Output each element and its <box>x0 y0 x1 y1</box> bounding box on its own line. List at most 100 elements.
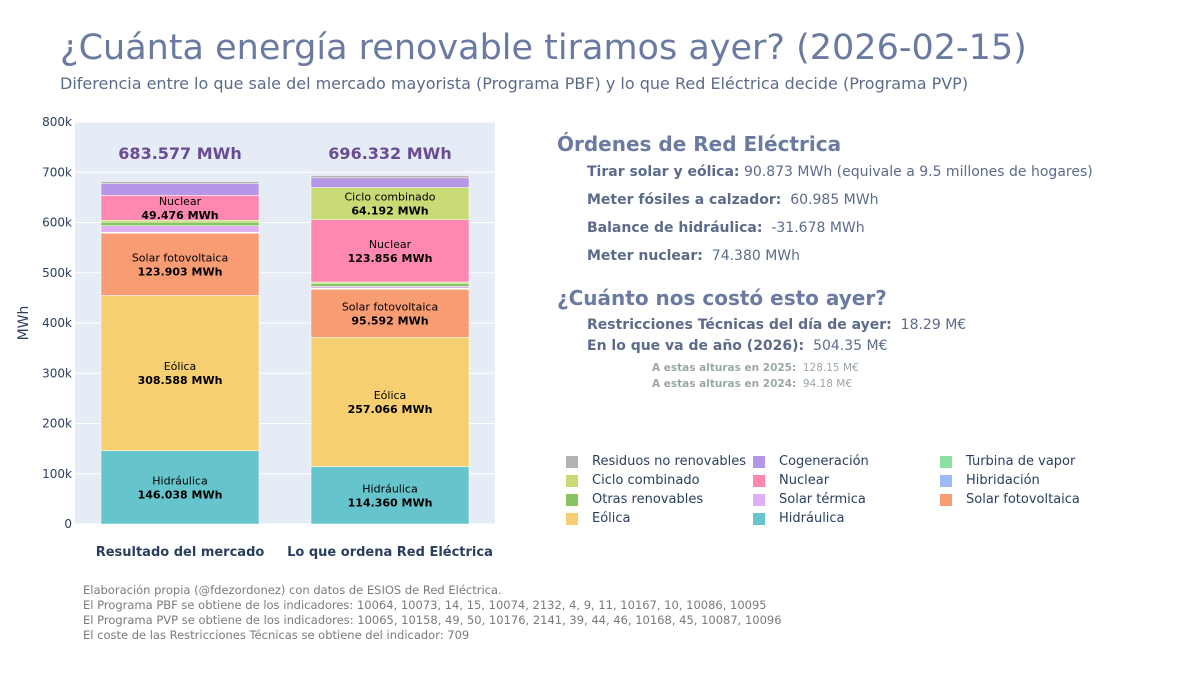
bar-total-label: 696.332 MWh <box>328 144 451 163</box>
segment-value-label: 95.592 MWh <box>351 314 428 327</box>
footer-line-source: Elaboración propia (@fdezordonez) con da… <box>83 583 502 597</box>
bar-segment <box>100 195 260 221</box>
legend-swatch <box>940 493 952 506</box>
legend-swatch <box>753 493 765 506</box>
legend-label: Hidráulica <box>779 511 845 526</box>
segment-name-label: Nuclear <box>159 195 202 208</box>
bar-segment <box>310 289 470 338</box>
legend-label: Solar fotovoltaica <box>966 492 1080 507</box>
cost-row-yesterday: Restricciones Técnicas del día de ayer: … <box>587 317 966 333</box>
bar-segment <box>100 295 260 451</box>
bar-segment <box>100 225 260 233</box>
segment-name-label: Hidráulica <box>362 482 417 495</box>
legend-label: Ciclo combinado <box>592 473 700 488</box>
legend-swatch <box>753 474 765 487</box>
segment-name-label: Solar fotovoltaica <box>342 300 438 313</box>
bar-segment <box>100 233 260 296</box>
bar-segment <box>310 219 470 283</box>
order-value: 74.380 MWh <box>711 248 801 264</box>
cost-value: 504.35 M€ <box>813 338 888 354</box>
legend-label: Cogeneración <box>779 454 869 469</box>
cost-label: Restricciones Técnicas del día de ayer: <box>587 317 892 333</box>
y-tick-label: 300k <box>42 366 72 380</box>
legend-swatch <box>753 455 765 468</box>
segment-value-label: 257.066 MWh <box>348 403 433 416</box>
chart-title: ¿Cuánta energía renovable tiramos ayer? … <box>60 28 1027 68</box>
segment-name-label: Solar fotovoltaica <box>132 251 228 264</box>
y-tick-label: 800k <box>42 115 72 129</box>
cost-row-year: En lo que va de año (2026): 504.35 M€ <box>587 338 888 354</box>
segment-value-label: 49.476 MWh <box>141 209 218 222</box>
legend-swatch <box>940 474 952 487</box>
segment-value-label: 123.903 MWh <box>138 265 223 278</box>
cost-value: 18.29 M€ <box>900 317 967 333</box>
y-tick-label: 700k <box>42 165 72 179</box>
bar-segment <box>310 187 470 220</box>
legend-item[interactable]: Residuos no renovables <box>566 454 746 469</box>
legend-item[interactable]: Ciclo combinado <box>566 473 700 488</box>
bar-segment <box>310 177 470 188</box>
cost-prev-label: A estas alturas en 2024: <box>652 378 797 390</box>
order-row-nuclear: Meter nuclear: 74.380 MWh <box>587 248 800 264</box>
legend-label: Hibridación <box>966 473 1040 488</box>
y-tick-label: 600k <box>42 216 72 230</box>
footer-line-pvp: El Programa PVP se obtiene de los indica… <box>83 613 782 627</box>
legend-label: Nuclear <box>779 473 830 488</box>
segment-value-label: 114.360 MWh <box>348 496 433 509</box>
legend-item[interactable]: Nuclear <box>753 473 829 488</box>
legend-swatch <box>753 512 765 525</box>
legend-item[interactable]: Hidráulica <box>753 511 845 526</box>
y-axis-label: MWh <box>16 306 32 341</box>
legend-swatch <box>566 474 578 487</box>
segment-value-label: 64.192 MWh <box>351 205 428 218</box>
legend-item[interactable]: Solar térmica <box>753 492 866 507</box>
legend-item[interactable]: Hibridación <box>940 473 1040 488</box>
segment-name-label: Nuclear <box>369 238 412 251</box>
y-tick-label: 100k <box>42 467 72 481</box>
legend-label: Residuos no renovables <box>592 454 747 469</box>
bar-segment <box>310 337 470 467</box>
cost-prev-label: A estas alturas en 2025: <box>652 362 797 374</box>
legend-swatch <box>566 455 578 468</box>
legend-item[interactable]: Otras renovables <box>566 492 703 507</box>
footer-line-pbf: El Programa PBF se obtiene de los indica… <box>83 598 767 612</box>
footer-line-cost: El coste de las Restricciones Técnicas s… <box>83 628 470 642</box>
bar-segment <box>310 286 470 289</box>
legend-label: Eólica <box>592 511 631 526</box>
segment-name-label: Ciclo combinado <box>344 191 435 204</box>
cost-prev-value: 128.15 M€ <box>802 362 859 374</box>
legend-label: Turbina de vapor <box>966 454 1076 469</box>
legend-item[interactable]: Eólica <box>566 511 631 526</box>
legend-label: Otras renovables <box>592 492 704 507</box>
order-row-curtail: Tirar solar y eólica: 90.873 MWh (equiva… <box>587 164 1093 180</box>
cost-prev-2024: A estas alturas en 2024: 94.18 M€ <box>652 378 852 390</box>
cost-prev-value: 94.18 M€ <box>802 378 853 390</box>
legend-item[interactable]: Turbina de vapor <box>940 454 1075 469</box>
bar-segment <box>100 181 260 185</box>
y-tick-label: 0 <box>64 517 72 531</box>
y-tick-label: 500k <box>42 266 72 280</box>
bar-total-label: 683.577 MWh <box>118 144 241 163</box>
chart-subtitle: Diferencia entre lo que sale del mercado… <box>60 74 969 93</box>
segment-value-label: 123.856 MWh <box>348 252 433 265</box>
legend-swatch <box>940 455 952 468</box>
y-tick-label: 400k <box>42 316 72 330</box>
x-tick-label: Lo que ordena Red Eléctrica <box>287 545 493 560</box>
segment-name-label: Eólica <box>164 360 197 373</box>
legend-item[interactable]: Solar fotovoltaica <box>940 492 1080 507</box>
order-label: Tirar solar y eólica: <box>587 164 740 180</box>
cost-heading: ¿Cuánto nos costó esto ayer? <box>557 286 887 310</box>
legend-swatch <box>566 512 578 525</box>
stacked-bar-chart: 0 100k 200k 300k 400k 500k 600k 700k 800k MWh Hidr… <box>16 115 495 560</box>
x-tick-label: Resultado del mercado <box>96 545 265 560</box>
order-row-hydro: Balance de hidráulica: -31.678 MWh <box>587 220 865 236</box>
legend-label: Solar térmica <box>779 492 866 507</box>
orders-heading: Órdenes de Red Eléctrica <box>557 132 842 156</box>
order-label: Meter nuclear: <box>587 248 703 264</box>
legend-swatch <box>566 493 578 506</box>
bar-segment <box>310 283 470 287</box>
segment-name-label: Hidráulica <box>152 474 207 487</box>
legend-item[interactable]: Cogeneración <box>753 454 869 469</box>
order-row-fossil: Meter fósiles a calzador: 60.985 MWh <box>587 192 878 208</box>
bar-segment <box>100 450 260 525</box>
